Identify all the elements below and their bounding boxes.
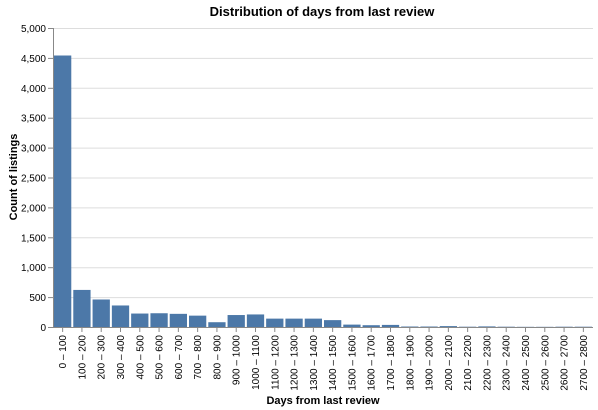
x-tick-label: 900 – 1000 bbox=[232, 335, 243, 385]
bar bbox=[208, 322, 226, 327]
bar bbox=[478, 326, 496, 327]
bar bbox=[92, 299, 110, 327]
chart-title: Distribution of days from last review bbox=[210, 4, 436, 19]
x-tick-label: 2200 – 2300 bbox=[482, 335, 493, 391]
bar bbox=[304, 318, 322, 327]
x-tick-label: 1100 – 1200 bbox=[270, 335, 281, 390]
y-tick-label: 2,500 bbox=[21, 174, 46, 185]
y-axis-title: Count of listings bbox=[8, 134, 20, 221]
y-tick-label: 4,500 bbox=[21, 54, 46, 65]
x-tick-label: 1800 – 1900 bbox=[405, 335, 416, 391]
bar bbox=[324, 320, 342, 327]
x-tick-label: 1300 – 1400 bbox=[309, 335, 320, 391]
x-tick-label: 1400 – 1500 bbox=[328, 335, 339, 391]
x-tick-label: 700 – 800 bbox=[193, 335, 204, 380]
bar bbox=[111, 305, 130, 327]
x-tick-label: 0 – 100 bbox=[58, 335, 69, 369]
bar bbox=[439, 326, 457, 327]
x-tick-label: 2500 – 2600 bbox=[540, 335, 551, 391]
x-tick-label: 1000 – 1100 bbox=[251, 335, 262, 390]
x-tick-label: 2600 – 2700 bbox=[560, 335, 571, 391]
x-tick-label: 800 – 900 bbox=[212, 335, 223, 380]
x-tick-label: 1600 – 1700 bbox=[367, 335, 378, 391]
x-tick-label: 600 – 700 bbox=[174, 335, 185, 380]
x-tick-label: 2000 – 2100 bbox=[444, 335, 455, 391]
bar bbox=[189, 315, 207, 327]
y-tick-label: 3,000 bbox=[21, 144, 46, 155]
x-tick-label: 1500 – 1600 bbox=[347, 335, 358, 391]
x-tick-label: 300 – 400 bbox=[116, 335, 127, 380]
y-tick-label: 500 bbox=[29, 293, 46, 304]
x-tick-label: 400 – 500 bbox=[135, 335, 146, 380]
bar bbox=[227, 315, 245, 327]
y-tick-label: 2,000 bbox=[21, 203, 46, 214]
bar bbox=[381, 324, 400, 327]
x-tick-label: 1700 – 1800 bbox=[386, 335, 397, 391]
x-tick-label: 100 – 200 bbox=[77, 335, 88, 380]
bar bbox=[362, 325, 380, 327]
y-tick-label: 5,000 bbox=[21, 24, 46, 35]
bar bbox=[266, 318, 284, 327]
bar bbox=[73, 289, 91, 327]
y-axis: 0 500 1,000 1,500 2,000 2,500 3,000 3,500 4,000 4… bbox=[21, 24, 54, 334]
x-tick-label: 200 – 300 bbox=[97, 335, 108, 380]
x-axis-title: Days from last review bbox=[266, 395, 380, 407]
x-axis: 0 – 100 100 – 200 200 – 300 300 – 400 400 – … bbox=[53, 327, 593, 391]
x-tick-label: 2400 – 2500 bbox=[521, 335, 532, 391]
x-tick-label: 500 – 600 bbox=[155, 335, 166, 380]
bar bbox=[54, 55, 72, 328]
y-tick-label: 1,000 bbox=[21, 263, 46, 274]
bar bbox=[169, 313, 187, 327]
y-tick-label: 1,500 bbox=[21, 233, 46, 244]
bar bbox=[285, 318, 303, 327]
x-tick-label: 1200 – 1300 bbox=[290, 335, 301, 391]
bar bbox=[246, 314, 265, 327]
bar bbox=[343, 324, 361, 327]
bar bbox=[131, 313, 149, 327]
x-tick-label: 2100 – 2200 bbox=[463, 335, 474, 391]
bars bbox=[54, 55, 592, 328]
x-tick-label: 2300 – 2400 bbox=[502, 335, 513, 391]
gridlines bbox=[53, 28, 593, 328]
y-tick-label: 0 bbox=[40, 323, 46, 334]
bar bbox=[150, 313, 168, 327]
y-tick-label: 3,500 bbox=[21, 114, 46, 125]
y-tick-label: 4,000 bbox=[21, 84, 46, 95]
x-tick-label: 1900 – 2000 bbox=[425, 335, 436, 391]
x-tick-label: 2700 – 2800 bbox=[579, 335, 590, 391]
